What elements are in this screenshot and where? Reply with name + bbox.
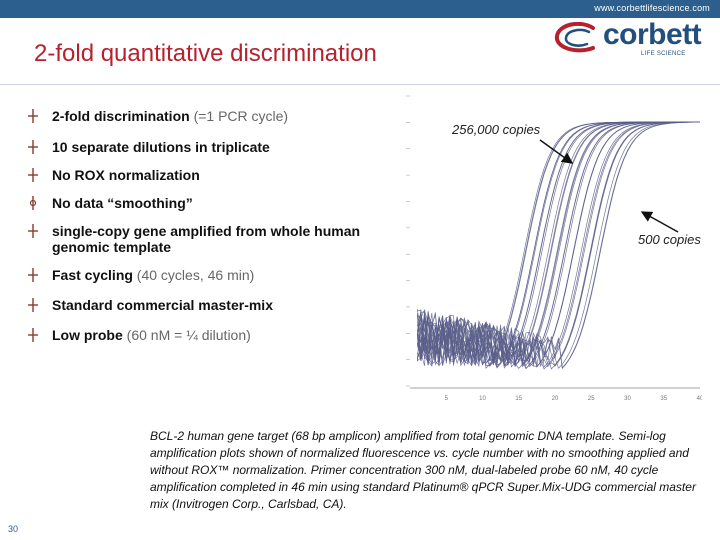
bullet-icon xyxy=(28,268,38,282)
bullet-icon xyxy=(28,328,38,342)
bullet-icon xyxy=(28,298,38,312)
bullet-bold: Low probe xyxy=(52,327,123,343)
logo-swoosh-icon xyxy=(555,22,595,53)
bullet-bold: 2-fold discrimination xyxy=(52,108,190,124)
amplification-plot: 5 10 15 20 25 30 35 40 xyxy=(362,88,702,410)
x-tick-label: 10 xyxy=(479,396,486,402)
logo-wordmark: corbett xyxy=(603,18,702,51)
bullet-item: Fast cycling (40 cycles, 46 min) xyxy=(28,267,368,283)
bullet-bold: 10 separate dilutions in triplicate xyxy=(52,139,270,155)
bullet-bold: No data “smoothing” xyxy=(52,195,193,211)
bullet-item: single-copy gene amplified from whole hu… xyxy=(28,223,368,255)
slide-title: 2-fold quantitative discrimination xyxy=(34,40,377,67)
corbett-logo: corbett LIFE SCIENCE xyxy=(545,18,720,58)
bullet-bold: Standard commercial master-mix xyxy=(52,297,273,313)
bullet-icon xyxy=(28,109,38,123)
bullet-icon xyxy=(28,224,38,238)
annotation-top: 256,000 copies xyxy=(452,122,541,137)
page-number: 30 xyxy=(8,524,19,534)
y-axis-ticks xyxy=(406,95,410,387)
logo-subtitle: LIFE SCIENCE xyxy=(641,51,686,57)
x-tick-label: 15 xyxy=(515,396,522,402)
x-tick-label: 40 xyxy=(697,396,702,402)
bullet-rest: (40 cycles, 46 min) xyxy=(132,267,255,283)
x-tick-label: 20 xyxy=(552,396,559,402)
annotation-bottom: 500 copies xyxy=(638,232,701,247)
bullet-item: No ROX normalization xyxy=(28,167,368,183)
x-axis-ticks: 5 10 15 20 25 30 35 40 xyxy=(445,396,702,402)
amplification-curve xyxy=(416,121,701,369)
bullet-list: 2-fold discrimination (=1 PCR cycle) 10 … xyxy=(28,108,368,343)
x-tick-label: 35 xyxy=(660,396,667,402)
amplification-curves xyxy=(416,121,701,370)
title-divider xyxy=(0,84,720,85)
bullet-item: Low probe (60 nM = ¼ dilution) xyxy=(28,327,368,343)
bullet-bold: No ROX normalization xyxy=(52,167,200,183)
bullet-bold: single-copy gene amplified from whole hu… xyxy=(52,223,361,255)
website-url: www.corbettlifescience.com xyxy=(594,3,710,13)
x-tick-label: 30 xyxy=(624,396,631,402)
bullet-item: Standard commercial master-mix xyxy=(28,297,368,313)
figure-caption: BCL-2 human gene target (68 bp amplicon)… xyxy=(150,429,696,511)
bullet-icon xyxy=(28,140,38,154)
bullet-rest: (=1 PCR cycle) xyxy=(189,108,289,124)
bullet-item: No data “smoothing” xyxy=(28,195,368,211)
bullet-item: 10 separate dilutions in triplicate xyxy=(28,139,368,155)
bullet-item: 2-fold discrimination (=1 PCR cycle) xyxy=(28,108,368,124)
amplification-curve xyxy=(416,121,700,368)
amplification-curve xyxy=(417,121,700,369)
x-tick-label: 25 xyxy=(588,396,595,402)
arrow-bottom xyxy=(640,211,679,233)
bullet-bold: Fast cycling xyxy=(52,267,133,283)
x-tick-label: 5 xyxy=(445,396,449,402)
bullet-icon xyxy=(28,168,38,182)
arrow-top xyxy=(539,139,574,164)
amplification-curve xyxy=(416,121,700,367)
bullet-rest: (60 nM = ¼ dilution) xyxy=(122,327,251,343)
bullet-icon xyxy=(29,196,37,210)
top-banner: www.corbettlifescience.com xyxy=(0,0,720,18)
